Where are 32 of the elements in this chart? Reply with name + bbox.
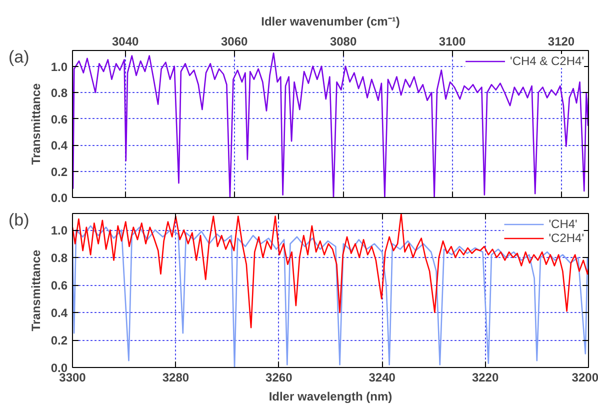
x-tick-label: 3300 bbox=[59, 370, 86, 384]
x-tick-label: 3240 bbox=[368, 370, 396, 384]
y-tick-label: 0.4 bbox=[50, 306, 68, 320]
x-tick-label: 3040 bbox=[112, 34, 140, 48]
y-tick-label: 1.0 bbox=[50, 224, 68, 238]
x-axis-title: Idler wavelength (nm) bbox=[268, 390, 392, 404]
y-tick-label: 0.6 bbox=[50, 278, 68, 292]
x-tick-label: 3260 bbox=[266, 370, 293, 384]
y-axis-title: Transmittance bbox=[28, 249, 43, 332]
x-tick-label: 3100 bbox=[438, 34, 466, 48]
x-tick-label: 3060 bbox=[220, 34, 248, 48]
y-tick-label: 0.4 bbox=[50, 138, 68, 152]
x-tick-label: 3200 bbox=[572, 370, 598, 384]
y-tick-label: 0.2 bbox=[50, 164, 68, 179]
legend-label: 'CH4' bbox=[548, 217, 578, 231]
y-tick-label: 0.0 bbox=[50, 191, 68, 205]
x-tick-label: 3220 bbox=[472, 370, 499, 384]
x-tick-label: 3080 bbox=[330, 34, 357, 48]
line-series bbox=[72, 52, 588, 198]
y-tick-label: 0.2 bbox=[50, 334, 68, 348]
legend-label: 'C2H4' bbox=[548, 231, 584, 245]
x-tick-label: 3280 bbox=[162, 370, 190, 384]
text: (a) bbox=[8, 48, 30, 66]
text: (b) bbox=[8, 210, 30, 230]
y-tick-label: 0.6 bbox=[50, 112, 68, 126]
y-tick-label: 0.8 bbox=[50, 86, 68, 100]
y-tick-label: 0.8 bbox=[50, 251, 68, 265]
y-axis-title: Transmittance bbox=[28, 82, 43, 165]
x-axis-title: Idler wavenumber (cm⁻¹) bbox=[261, 14, 400, 28]
y-tick-label: 1.0 bbox=[50, 60, 68, 74]
x-tick-label: 3120 bbox=[548, 34, 575, 48]
legend-label: 'CH4 & C2H4' bbox=[510, 54, 584, 68]
